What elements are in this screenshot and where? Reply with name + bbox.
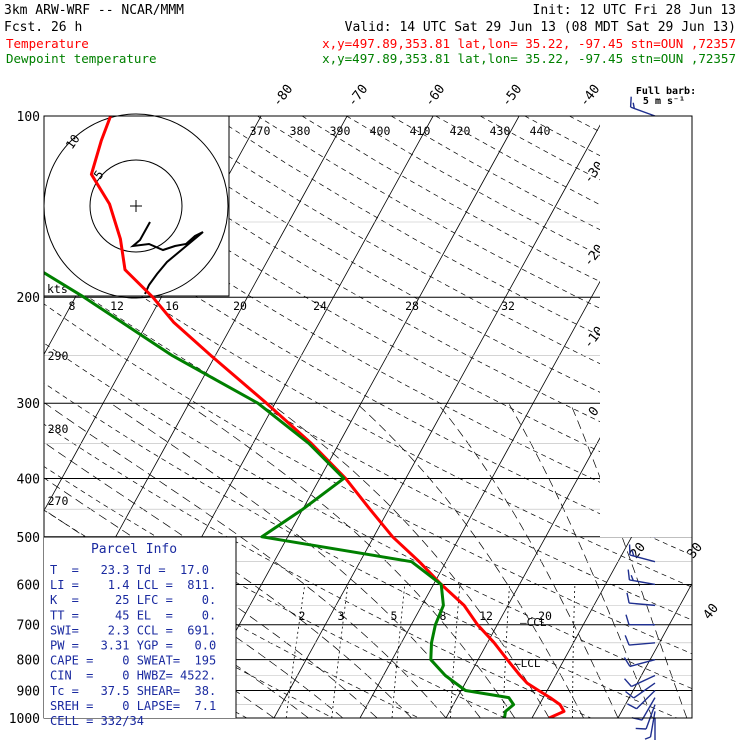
moist-adiabat-line [110, 402, 481, 718]
mixing-ratio-label: 12 [479, 609, 493, 623]
mixing-ratio-label: 8 [440, 609, 447, 623]
theta-label: 380 [290, 124, 311, 138]
temperature-legend-label: Temperature [6, 36, 89, 51]
mixing-ratio-line [572, 584, 576, 718]
parcel-info-row: T = 23.3 Td = 17.0 [50, 563, 209, 577]
theta-label: 420 [450, 124, 471, 138]
pressure-tick-label: 800 [17, 654, 40, 669]
theta-label: 370 [250, 124, 271, 138]
upper-mixing-ratio-label: 32 [501, 299, 515, 313]
mixing-ratio-line [391, 584, 406, 718]
parcel-info-title: Parcel Info [91, 542, 177, 557]
mixing-ratio-line [450, 584, 461, 718]
wind-barb [644, 711, 656, 740]
dewpoint-legend-label: Dewpoint temperature [6, 51, 157, 66]
barb-key-title: Full barb: [636, 86, 696, 97]
barb-key-value: 5 m s⁻¹ [643, 96, 685, 107]
pressure-tick-label: 200 [17, 291, 40, 306]
plot-frame [43, 115, 693, 719]
ccl-marker-label: —CCL [520, 616, 547, 629]
plot-border [43, 115, 693, 719]
hodograph-ring-label: 10 [63, 132, 83, 152]
parcel-info-row: SREH = 0 LAPSE= 7.1 [50, 699, 216, 713]
pressure-tick-label: 700 [17, 619, 40, 634]
temperature-legend-info: x,y=497.89,353.81 lat,lon= 35.22, -97.45… [322, 36, 736, 51]
parcel-info-box: Parcel Info T = 23.3 Td = 17.0LI = 1.4 LC… [44, 536, 237, 728]
moist-adiabat-line [508, 403, 653, 718]
parcel-info-row: CELL = 332/34 [50, 714, 144, 728]
parcel-info-row: K = 25 LFC = 0. [50, 593, 216, 607]
lcl-marker-label: —LCL [514, 657, 541, 670]
upper-mixing-ratio-label: 28 [405, 299, 419, 313]
wind-barb [626, 592, 656, 607]
pressure-tick-label: 300 [17, 397, 40, 412]
parcel-info-row: LI = 1.4 LCL = 811. [50, 578, 216, 592]
mixing-ratio-label: 20 [538, 609, 552, 623]
wind-barb [627, 569, 656, 586]
theta-e-label: 290 [48, 349, 69, 363]
mixing-ratio-line [331, 584, 349, 718]
parcel-info-row: TT = 45 EL = 0. [50, 608, 216, 622]
dewpoint-line [44, 270, 516, 718]
pressure-tick-label: 600 [17, 578, 40, 593]
barb-column-background [600, 116, 692, 537]
wind-barb [625, 682, 656, 699]
mixing-ratio-label: 2 [299, 609, 306, 623]
pressure-tick-label: 100 [17, 110, 40, 125]
upper-mixing-ratio-label: 24 [313, 299, 327, 313]
theta-label: 390 [330, 124, 351, 138]
upper-mixing-ratio-label: 8 [69, 299, 76, 313]
hodograph-ring-inner [89, 159, 183, 253]
parcel-info-row: SWI= 2.3 CCL = 691. [50, 623, 216, 637]
pressure-tick-label: 900 [17, 684, 40, 699]
parcel-info-row: CAPE = 0 SWEAT= 195 [50, 654, 216, 668]
upper-mixing-ratio-label: 12 [110, 299, 124, 313]
wind-barb [629, 96, 656, 117]
mixing-ratio-label: 5 [391, 609, 398, 623]
valid-time: Valid: 14 UTC Sat 29 Jun 13 (08 MDT Sat … [345, 20, 736, 35]
pressure-tick-label: 1000 [9, 712, 40, 727]
theta-e-label: 280 [48, 422, 69, 436]
temperature-line [89, 116, 566, 718]
theta-e-label: 270 [48, 494, 69, 508]
mixing-ratio-label: 3 [338, 609, 345, 623]
model-title: 3km ARW-WRF -- NCAR/MMM [4, 3, 184, 18]
wind-barb [628, 544, 656, 563]
sounding-series [44, 116, 566, 718]
theta-label: 410 [410, 124, 431, 138]
forecast-hour: Fcst. 26 h [4, 20, 82, 35]
parcel-info-row: Tc = 37.5 SHEAR= 38. [50, 684, 216, 698]
hodograph-trace [129, 221, 204, 295]
wind-barb [625, 614, 656, 626]
wind-barb [635, 704, 656, 730]
wind-barb [623, 657, 656, 668]
pressure-tick-label: 500 [17, 531, 40, 546]
pressure-tick-label: 400 [17, 472, 40, 487]
theta-label: 430 [490, 124, 511, 138]
moist-adiabat-line [437, 402, 619, 718]
theta-label: 400 [370, 124, 391, 138]
parcel-info-background [44, 537, 236, 718]
mixing-ratio-line [502, 584, 510, 718]
parcel-info-row: PW = 3.31 YGP = 0.0 [50, 639, 216, 653]
wind-barb [624, 635, 656, 646]
dewpoint-legend-info: x,y=497.89,353.81 lat,lon= 35.22, -97.45… [322, 51, 736, 66]
upper-mixing-ratio-label: 16 [165, 299, 179, 313]
wind-barb [623, 674, 656, 688]
wind-barb [627, 689, 656, 710]
parcel-info-row: CIN = 0 HWBZ= 4522. [50, 669, 216, 683]
upper-mixing-ratio-label: 20 [233, 299, 247, 313]
theta-label: 440 [530, 124, 551, 138]
init-time: Init: 12 UTC Fri 28 Jun 13 [533, 3, 737, 18]
